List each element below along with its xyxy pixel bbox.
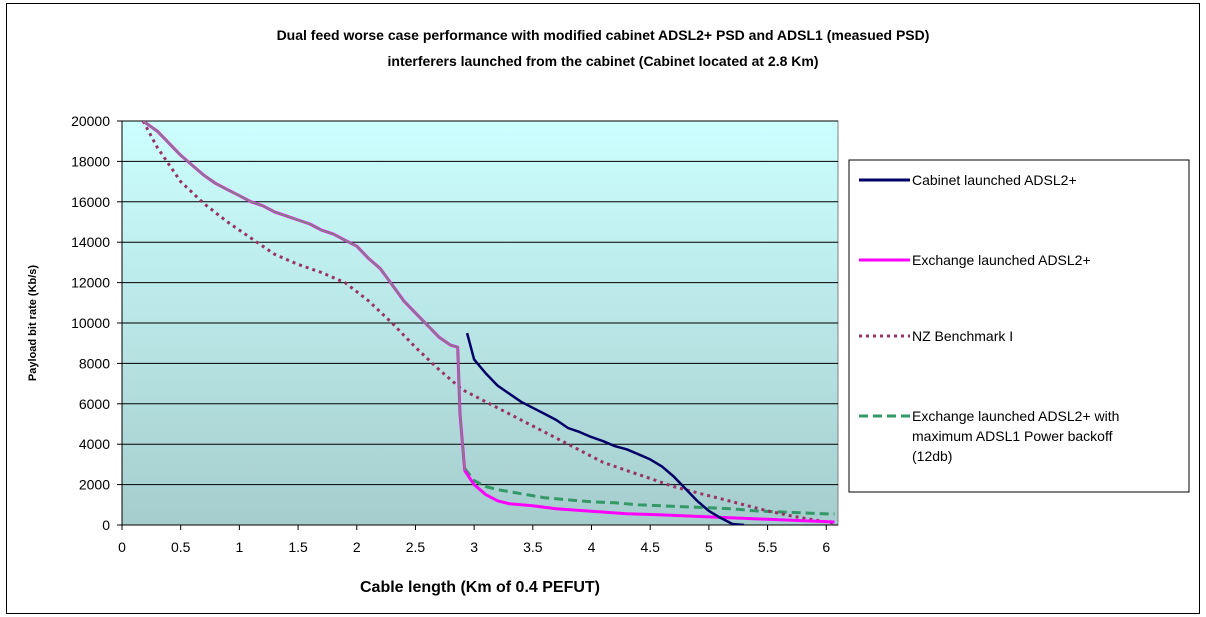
x-tick-label: 5: [705, 539, 713, 555]
y-tick-label: 18000: [71, 153, 110, 169]
x-tick-label: 0.5: [171, 539, 191, 555]
legend-label-1: Cabinet launched ADSL2+: [912, 172, 1077, 188]
y-tick-label: 4000: [79, 436, 110, 452]
x-tick-label: 5.5: [758, 539, 778, 555]
x-tick-label: 3.5: [523, 539, 543, 555]
y-tick-label: 10000: [71, 315, 110, 331]
series-line-2-overlay: [142, 121, 466, 471]
legend-label-4: maximum ADSL1 Power backoff: [912, 428, 1113, 444]
axes: [117, 120, 838, 530]
y-tick-label: 2000: [79, 477, 110, 493]
chart-title-line-2: interferers launched from the cabinet (C…: [388, 53, 819, 69]
y-tick-label: 16000: [71, 194, 110, 210]
legend-label-3: NZ Benchmark I: [912, 328, 1013, 344]
y-tick-label: 0: [102, 517, 110, 533]
series-line-4: [463, 467, 835, 516]
legend: Cabinet launched ADSL2+ Exchange launched…: [859, 172, 1119, 464]
x-tick-labels: 0 0.5 1 1.5 2 2.5 3 3.5 4 4.5 5 5.5 6: [118, 539, 830, 555]
y-tick-label: 20000: [71, 113, 110, 129]
y-tick-labels: 0 2000 4000 6000 8000 10000 12000 14000 16000 180…: [71, 113, 110, 533]
x-tick-label: 4: [588, 539, 596, 555]
x-tick-label: 3: [470, 539, 478, 555]
x-tick-label: 2.5: [406, 539, 426, 555]
x-axis-label: Cable length (Km of 0.4 PEFUT): [360, 579, 600, 596]
grid-lines: [122, 120, 838, 486]
x-tick-label: 0: [118, 539, 126, 555]
x-tick-label: 4.5: [640, 539, 660, 555]
legend-box: [848, 159, 1190, 493]
legend-label-4: (12db): [912, 448, 952, 464]
x-tick-label: 6: [822, 539, 830, 555]
x-tick-label: 2: [353, 539, 361, 555]
series-line-3: [141, 121, 835, 525]
y-axis-label: Payload bit rate (Kb/s): [27, 265, 39, 381]
series-line-1: [465, 332, 745, 525]
y-tick-label: 12000: [71, 275, 110, 291]
y-tick-label: 6000: [79, 396, 110, 412]
x-tick-label: 1.5: [288, 539, 308, 555]
y-tick-label: 8000: [79, 355, 110, 371]
y-tick-label: 14000: [71, 234, 110, 250]
legend-label-2: Exchange launched ADSL2+: [912, 252, 1091, 268]
series-lines: [141, 121, 835, 525]
legend-label-4: Exchange launched ADSL2+ with: [912, 408, 1119, 424]
chart-title-line-1: Dual feed worse case performance with mo…: [277, 27, 930, 43]
x-tick-label: 1: [235, 539, 243, 555]
